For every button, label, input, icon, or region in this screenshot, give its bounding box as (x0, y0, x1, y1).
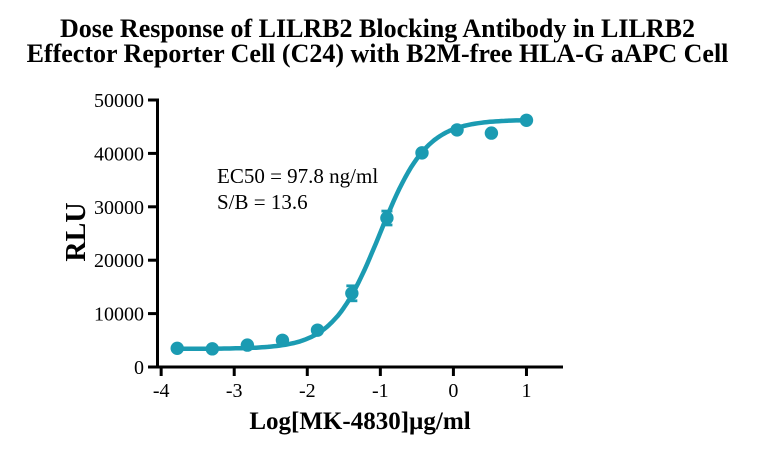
data-point (484, 126, 499, 140)
chart-title: Dose Response of LILRB2 Blocking Antibod… (0, 14, 755, 68)
x-tick-label: -2 (299, 380, 316, 402)
data-point (205, 342, 219, 356)
data-point (519, 113, 534, 127)
data-point (380, 211, 394, 225)
fit-curve (174, 117, 528, 352)
x-tick-label: -1 (372, 380, 389, 402)
data-point (240, 338, 255, 352)
data-point (310, 323, 325, 337)
signal-to-background-value: S/B = 13.6 (217, 190, 308, 214)
data-point (450, 123, 464, 137)
data-point (415, 146, 429, 160)
y-tick-label: 10000 (94, 304, 144, 326)
y-tick-label: 30000 (94, 197, 144, 219)
x-tick-label: -4 (153, 380, 170, 402)
x-tick-label: 0 (448, 380, 458, 402)
x-axis-title: Log[MK-4830]µg/ml (249, 408, 471, 435)
x-tick-label: -3 (226, 380, 243, 402)
x-tick-label: 1 (521, 380, 531, 402)
data-point (170, 341, 184, 356)
data-point (345, 286, 359, 301)
data-point (275, 333, 290, 347)
ec50-annotation: EC50 = 97.8 ng/ml S/B = 13.6 (217, 163, 378, 215)
y-tick-label: 40000 (94, 143, 144, 165)
y-axis-title: RLU (61, 202, 92, 262)
ec50-value: EC50 = 97.8 ng/ml (217, 164, 379, 188)
y-tick-label: 50000 (94, 90, 144, 112)
y-tick-label: 0 (134, 357, 144, 379)
chart-title-line2: Effector Reporter Cell (C24) with B2M-fr… (26, 39, 729, 68)
chart-title-line1: Dose Response of LILRB2 Blocking Antibod… (60, 14, 695, 43)
y-tick-label: 20000 (94, 250, 144, 272)
